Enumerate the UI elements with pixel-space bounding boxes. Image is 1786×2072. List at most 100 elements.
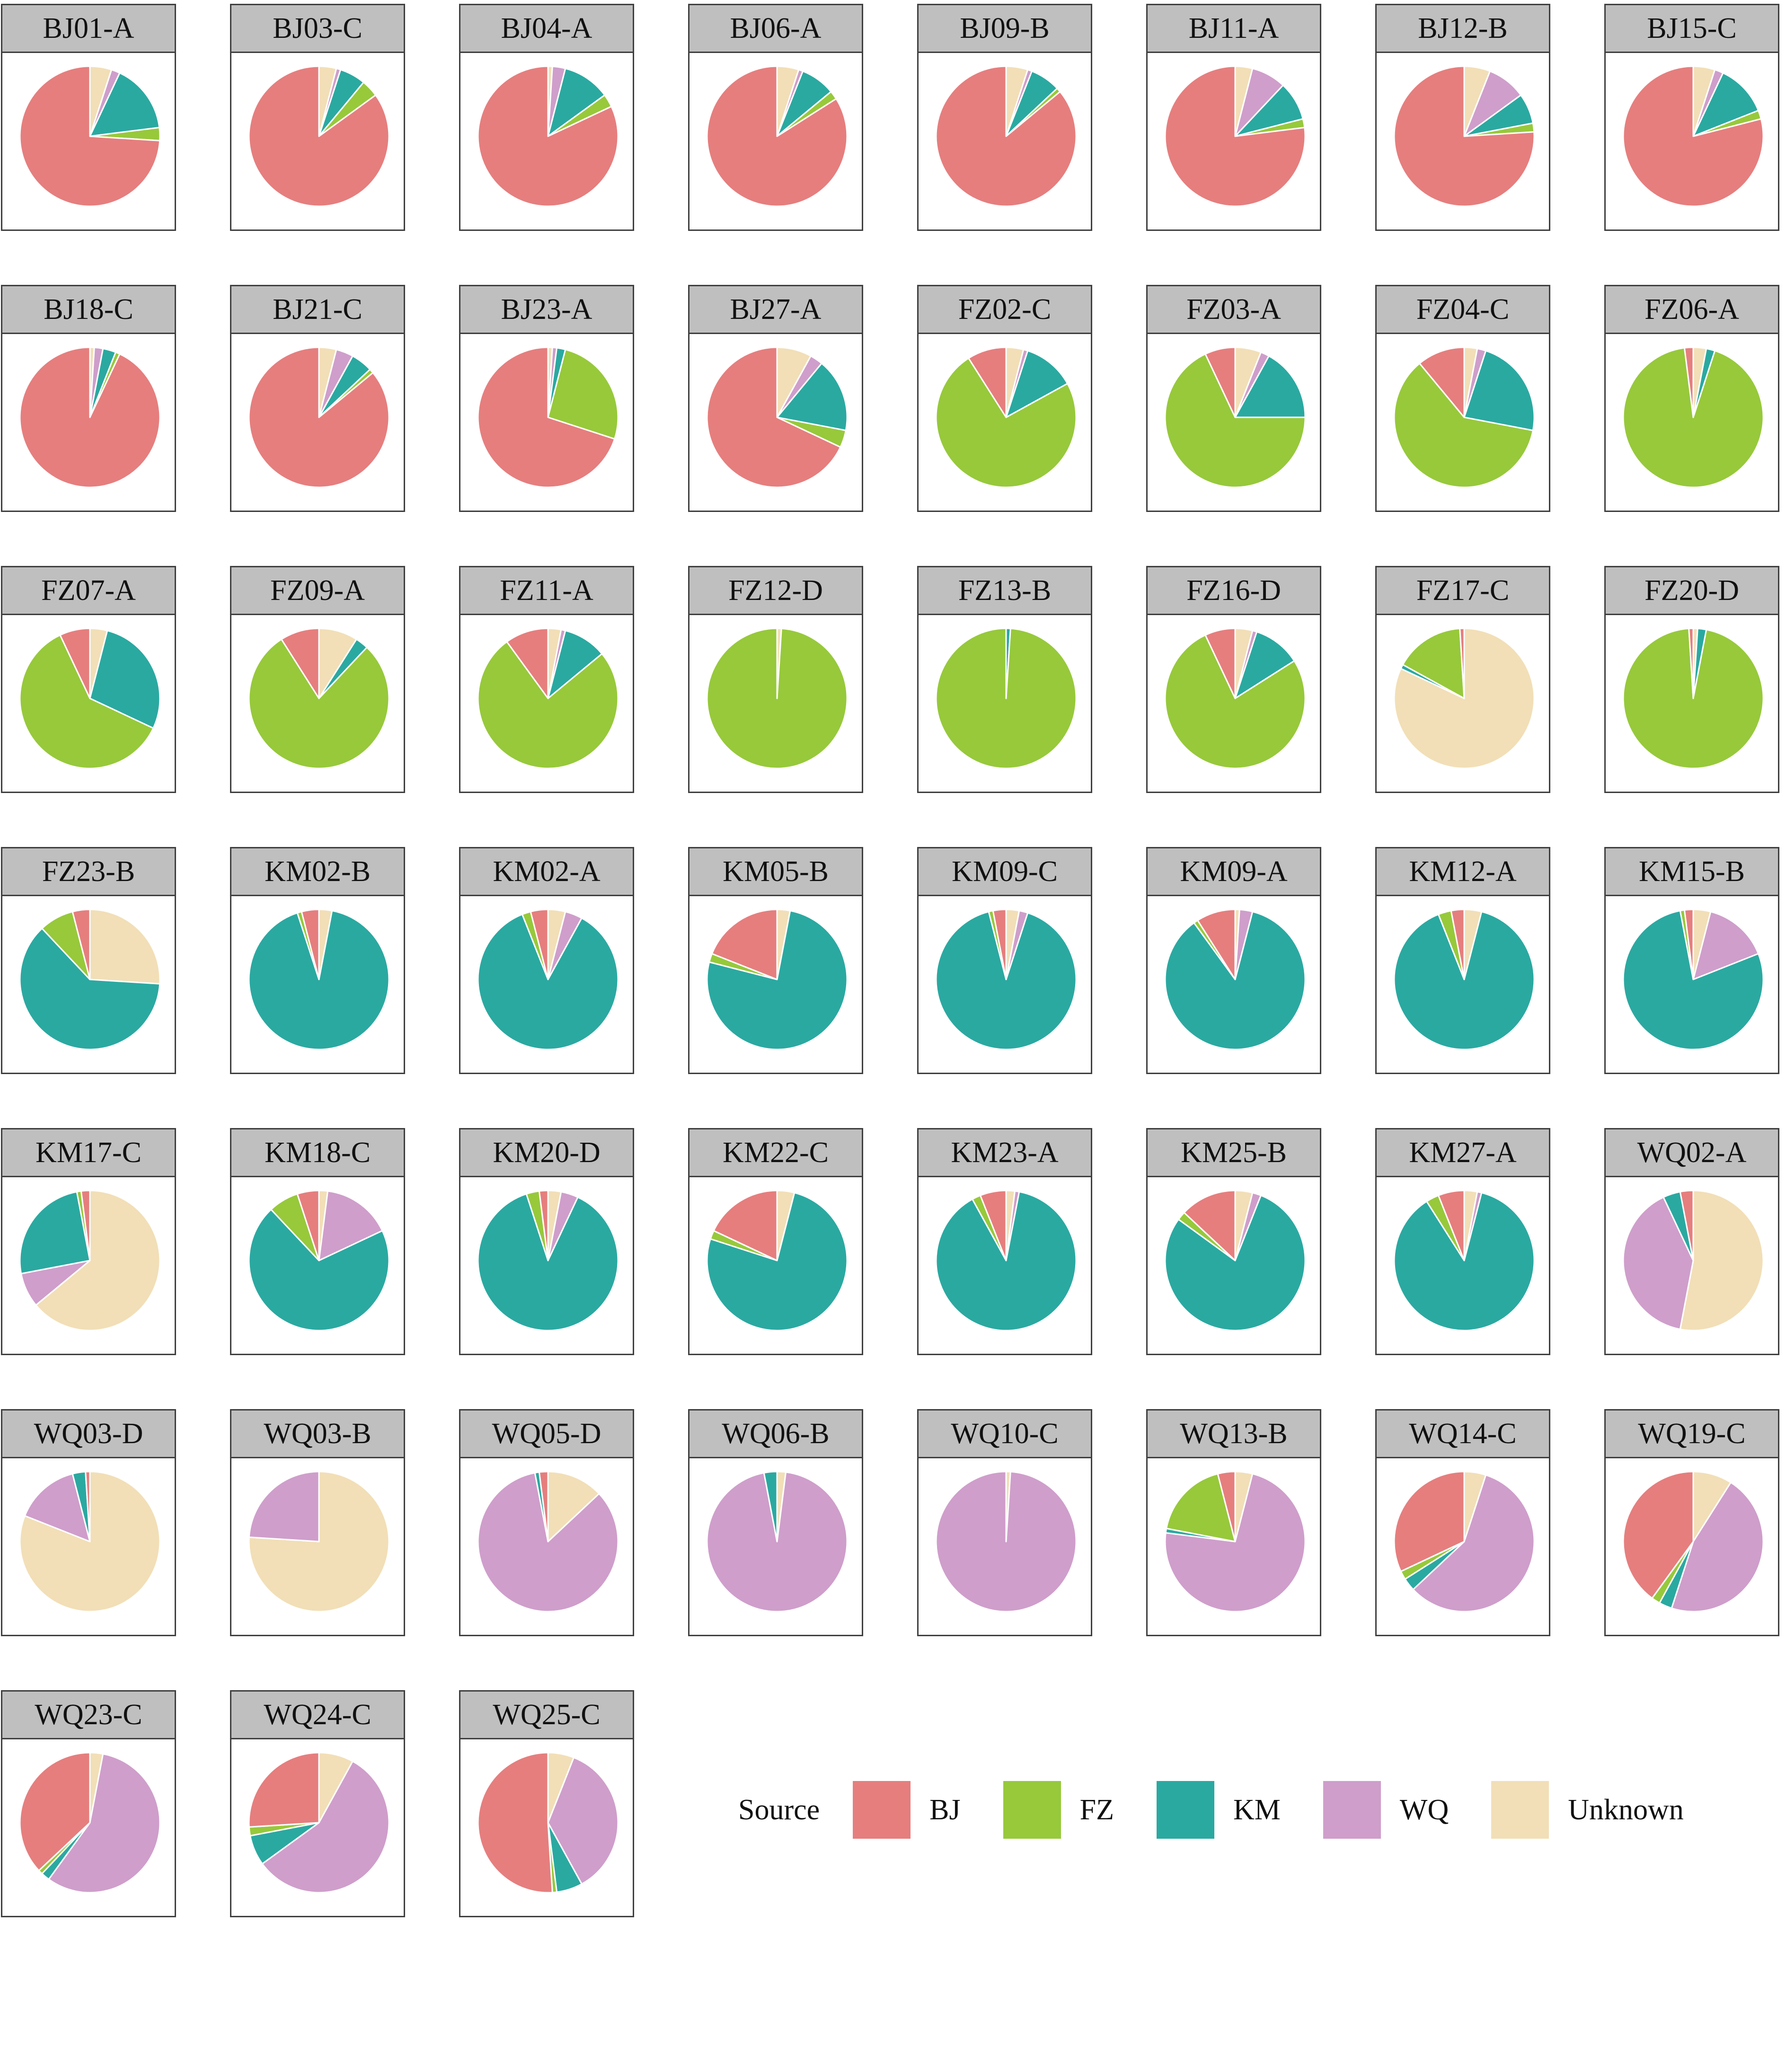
pie-slice-wq [935, 1471, 1077, 1613]
pie-slice-unknown [1692, 1471, 1732, 1543]
pie-slice-unknown [35, 1190, 161, 1331]
pie-slice-wq [24, 1473, 91, 1543]
panel-title: KM12-A [1375, 847, 1550, 896]
pie-area [459, 53, 634, 231]
pie-panel: BJ15-C [1604, 4, 1779, 231]
pie-slice-km [19, 1191, 91, 1275]
panel-title: FZ03-A [1146, 285, 1321, 334]
pie-slice-bj [19, 1752, 91, 1871]
pie-chart [706, 627, 848, 769]
pie-chart [935, 1471, 1077, 1613]
pie-chart [19, 346, 161, 488]
pie-chart [1622, 627, 1764, 769]
pie-slice-fz [1164, 353, 1306, 488]
pie-chart [19, 1190, 161, 1331]
pie-area [688, 1458, 863, 1636]
panel-title: BJ23-A [459, 285, 634, 334]
pie-area [1375, 1458, 1550, 1636]
pie-chart [1164, 1471, 1306, 1613]
panel-title: WQ03-D [1, 1409, 176, 1458]
pie-chart [19, 65, 161, 207]
pie-panel: KM02-B [230, 847, 405, 1074]
pie-slice-fz [1393, 362, 1534, 488]
pie-chart [19, 908, 161, 1050]
panel-title: BJ18-C [1, 285, 176, 334]
pie-area [1, 1177, 176, 1355]
pie-area [230, 1458, 405, 1636]
pie-panel: FZ12-D [688, 566, 863, 793]
pie-chart [1164, 65, 1306, 207]
pie-chart [935, 908, 1077, 1050]
pie-panel: WQ24-C [230, 1690, 405, 1917]
pie-slice-km [1463, 350, 1535, 432]
pie-area [1375, 53, 1550, 231]
panel-title: BJ04-A [459, 4, 634, 53]
pie-slice-bj [992, 908, 1007, 980]
pie-slice-bj [85, 1471, 91, 1543]
pie-chart [248, 1752, 390, 1894]
panel-title: FZ17-C [1375, 566, 1550, 615]
pie-panel: FZ06-A [1604, 285, 1779, 512]
pie-chart [935, 65, 1077, 207]
pie-area [917, 896, 1092, 1074]
pie-panel: FZ13-B [917, 566, 1092, 793]
legend-swatch-unknown [1491, 1781, 1549, 1839]
pie-panel: WQ13-B [1146, 1409, 1321, 1636]
pie-panel: KM20-D [459, 1128, 634, 1355]
panel-title: FZ20-D [1604, 566, 1779, 615]
pie-slice-bj [968, 346, 1007, 418]
pie-slice-bj [530, 908, 549, 980]
pie-chart [248, 346, 390, 488]
pie-panel: BJ21-C [230, 285, 405, 512]
panel-title: FZ13-B [917, 566, 1092, 615]
pie-slice-unknown [547, 1471, 600, 1543]
pie-slice-km [547, 630, 603, 699]
pie-slice-bj [1438, 1190, 1465, 1261]
legend-title: Source [738, 1793, 820, 1826]
pie-area [459, 334, 634, 512]
pie-slice-km [89, 72, 160, 137]
pie-chart [1393, 346, 1535, 488]
pie-slice-wq [248, 1471, 320, 1543]
pie-chart [477, 65, 619, 207]
pie-slice-bj [1459, 627, 1465, 699]
pie-slice-bj [296, 1190, 320, 1261]
panel-title: FZ16-D [1146, 566, 1321, 615]
pie-panel: WQ25-C [459, 1690, 634, 1917]
panel-title: BJ09-B [917, 4, 1092, 53]
panel-title: KM05-B [688, 847, 863, 896]
pie-chart [935, 346, 1077, 488]
pie-slice-km [1692, 72, 1759, 137]
pie-area [459, 615, 634, 793]
panel-title: WQ19-C [1604, 1409, 1779, 1458]
pie-area [230, 1739, 405, 1917]
pie-slice-wq [1622, 1196, 1694, 1330]
pie-panel: KM22-C [688, 1128, 863, 1355]
pie-slice-wq [318, 1190, 383, 1261]
pie-slice-bj [71, 908, 91, 980]
pie-panel: BJ23-A [459, 285, 634, 512]
pie-panel: FZ20-D [1604, 566, 1779, 793]
pie-slice-km [1393, 1192, 1535, 1331]
pie-area [1604, 1458, 1779, 1636]
pie-slice-bj [19, 65, 161, 207]
pie-chart [477, 1471, 619, 1613]
pie-chart [248, 65, 390, 207]
pie-chart [1393, 1471, 1535, 1613]
pie-slice-km [248, 1208, 390, 1331]
pie-chart [1622, 65, 1764, 207]
pie-slice-bj [477, 346, 616, 488]
pie-area [917, 1458, 1092, 1636]
pie-slice-bj [1164, 65, 1306, 207]
pie-slice-bj [1197, 908, 1236, 980]
panel-title: KM20-D [459, 1128, 634, 1177]
pie-slice-bj [1393, 1471, 1465, 1572]
pie-panel: BJ06-A [688, 4, 863, 231]
pie-slice-fz [1166, 1473, 1236, 1543]
panel-title: BJ27-A [688, 285, 863, 334]
pie-slice-bj [248, 1752, 320, 1828]
pie-panel: FZ04-C [1375, 285, 1550, 512]
pie-panel: KM05-B [688, 847, 863, 1074]
pie-slice-km [935, 911, 1077, 1050]
pie-chart [1393, 627, 1535, 769]
